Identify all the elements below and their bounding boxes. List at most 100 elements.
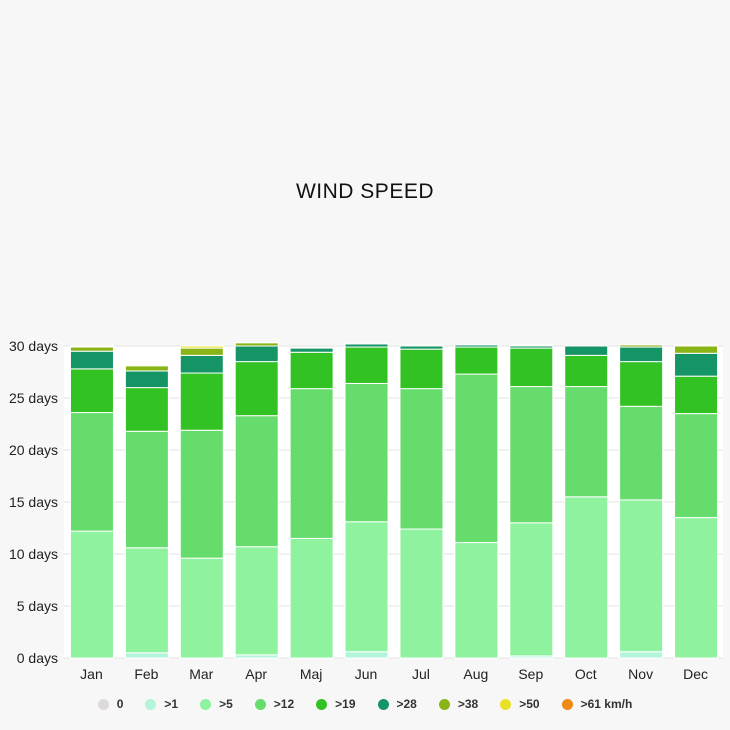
legend-marker — [97, 698, 109, 710]
bar-segment[interactable] — [399, 344, 444, 347]
bar-segment[interactable] — [124, 430, 169, 549]
legend-marker — [500, 698, 512, 710]
bar-segment[interactable] — [124, 364, 169, 367]
bar-segment[interactable] — [289, 388, 334, 539]
x-tick-label: Jan — [80, 666, 103, 682]
bar-segment[interactable] — [564, 354, 609, 388]
legend-label: >28 — [396, 697, 417, 711]
legend-marker — [377, 698, 389, 710]
legend-item[interactable]: >12 — [254, 697, 295, 711]
bar-segment[interactable] — [124, 370, 169, 389]
legend-marker — [254, 698, 266, 710]
legend-label: 0 — [116, 697, 124, 711]
x-tick-label: Apr — [245, 666, 267, 682]
legend-label: >19 — [335, 697, 356, 711]
bar-segment[interactable] — [564, 386, 609, 498]
x-tick-label: Oct — [575, 666, 597, 682]
bar-segment[interactable] — [454, 346, 499, 375]
bar-segment[interactable] — [234, 342, 279, 347]
legend-label: >5 — [219, 697, 233, 711]
bar-segment[interactable] — [564, 345, 609, 356]
bar-segment[interactable] — [454, 542, 499, 659]
legend-item[interactable]: 0 — [97, 697, 124, 711]
bar-segment[interactable] — [344, 521, 389, 653]
bar-segment[interactable] — [69, 346, 114, 352]
x-tick-label: Jul — [412, 666, 430, 682]
legend-item[interactable]: >38 — [438, 697, 479, 711]
bar-segment[interactable] — [674, 413, 719, 519]
bar-segment[interactable] — [399, 528, 444, 659]
legend-marker — [145, 698, 157, 710]
bar-segment[interactable] — [124, 365, 169, 372]
bar-segment[interactable] — [234, 415, 279, 548]
bar-segment[interactable] — [674, 345, 719, 354]
bar-segment[interactable] — [289, 346, 334, 349]
legend-label: >38 — [457, 697, 479, 711]
bar-segment[interactable] — [179, 347, 224, 356]
bar-segment[interactable] — [234, 546, 279, 656]
legend-label: >61 km/h — [580, 697, 633, 711]
bar-segment[interactable] — [289, 537, 334, 659]
bar-segment[interactable] — [179, 354, 224, 374]
bar-segment[interactable] — [69, 345, 114, 348]
bar-segment[interactable] — [619, 499, 664, 653]
legend-item[interactable]: >28 — [377, 697, 417, 711]
bar-segment[interactable] — [179, 429, 224, 559]
bar-segment[interactable] — [399, 388, 444, 530]
legend-label: >12 — [273, 697, 295, 711]
bar-segment[interactable] — [674, 517, 719, 659]
legend-marker — [438, 698, 450, 710]
bar-segment[interactable] — [619, 651, 664, 659]
bar-segment[interactable] — [124, 547, 169, 654]
legend-item[interactable]: >1 — [145, 697, 178, 711]
legend-marker — [316, 698, 328, 710]
x-tick-label: Dec — [683, 666, 708, 682]
bar-segment[interactable] — [69, 350, 114, 370]
bar-segment[interactable] — [674, 344, 719, 347]
x-tick-label: Aug — [463, 666, 488, 682]
y-tick-label: 0 days — [17, 650, 58, 666]
bar-segment[interactable] — [179, 345, 224, 349]
bar-segment[interactable] — [619, 361, 664, 407]
y-tick-label: 25 days — [9, 390, 58, 406]
legend-label: >1 — [164, 697, 179, 711]
legend-item[interactable]: >19 — [316, 697, 356, 711]
legend-item[interactable]: >5 — [200, 697, 233, 711]
bar-segment[interactable] — [509, 522, 554, 657]
legend-marker — [561, 698, 573, 710]
bar-segment[interactable] — [564, 496, 609, 659]
bar-segment[interactable] — [674, 352, 719, 377]
bar-segment[interactable] — [179, 372, 224, 431]
bar-segment[interactable] — [454, 373, 499, 544]
bar-segment[interactable] — [289, 351, 334, 390]
x-tick-label: Jun — [355, 666, 378, 682]
bar-segment[interactable] — [619, 405, 664, 501]
bar-segment[interactable] — [289, 347, 334, 353]
bar-segment[interactable] — [344, 342, 389, 345]
bar-segment[interactable] — [619, 344, 664, 348]
bar-segment[interactable] — [509, 386, 554, 524]
bar-segment[interactable] — [69, 368, 114, 414]
bar-segment[interactable] — [509, 347, 554, 388]
bar-segment[interactable] — [234, 345, 279, 363]
bar-segment[interactable] — [619, 346, 664, 363]
bar-segment[interactable] — [509, 344, 554, 347]
bar-segment[interactable] — [344, 346, 389, 384]
x-tick-label: Mar — [189, 666, 213, 682]
x-tick-label: Feb — [134, 666, 158, 682]
bar-segment[interactable] — [124, 387, 169, 432]
bar-segment[interactable] — [179, 557, 224, 659]
bar-segment[interactable] — [124, 652, 169, 659]
legend-item[interactable]: >50 — [500, 697, 540, 711]
legend-item[interactable]: >61 km/h — [561, 697, 633, 711]
legend-marker — [200, 698, 212, 710]
bar-segment[interactable] — [344, 382, 389, 523]
bar-segment[interactable] — [399, 348, 444, 390]
bar-segment[interactable] — [234, 361, 279, 417]
bar-segment[interactable] — [344, 651, 389, 659]
bar-segment[interactable] — [674, 375, 719, 415]
bar-segment[interactable] — [69, 412, 114, 532]
bar-segment[interactable] — [69, 530, 114, 659]
bar-segment[interactable] — [454, 344, 499, 348]
